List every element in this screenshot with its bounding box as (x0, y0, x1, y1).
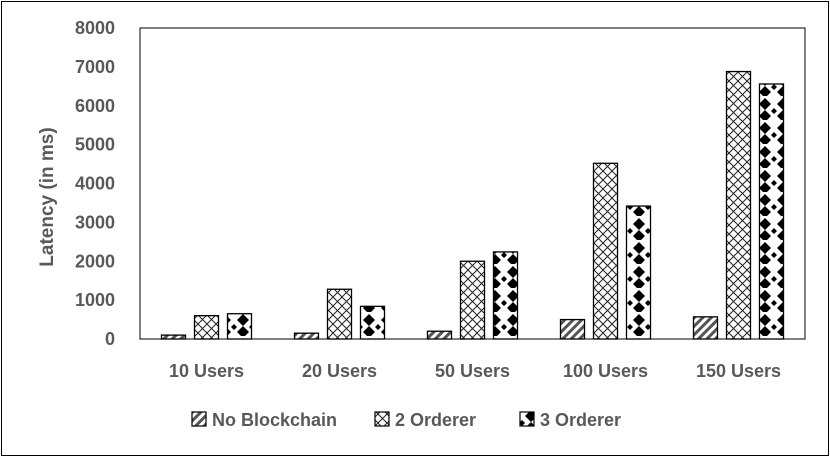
y-tick-label: 5000 (75, 135, 115, 155)
legend-swatch (374, 411, 390, 427)
bar-2-orderer (193, 315, 220, 340)
y-tick-label: 6000 (75, 96, 115, 116)
y-tick-label: 8000 (75, 18, 115, 38)
plot-area (139, 27, 806, 340)
legend: No Blockchain 2 Orderer 3 Orderer (191, 410, 621, 430)
x-tick-label: 100 Users (563, 361, 648, 381)
bar-no-blockchain (559, 318, 586, 340)
bar-2-orderer (326, 288, 353, 340)
bar-2-orderer (459, 260, 486, 340)
y-tick-label: 4000 (75, 174, 115, 194)
bar-3-orderer (359, 305, 386, 340)
legend-label: 2 Orderer (395, 410, 476, 430)
bar-2-orderer (725, 70, 752, 340)
legend-swatch (191, 411, 207, 427)
x-tick-label: 10 Users (169, 361, 244, 381)
y-tick-label: 2000 (75, 251, 115, 271)
legend-swatch (519, 411, 535, 427)
y-tick-label: 7000 (75, 57, 115, 77)
x-tick-label: 50 Users (435, 361, 510, 381)
bar-no-blockchain (293, 332, 320, 340)
x-tick-label: 150 Users (696, 361, 781, 381)
x-axis: 10 Users 20 Users 50 Users 100 Users 150 Use… (169, 361, 781, 381)
legend-label: 3 Orderer (540, 410, 621, 430)
bar-3-orderer (226, 313, 253, 340)
legend-label: No Blockchain (212, 410, 337, 430)
bar-no-blockchain (160, 334, 187, 340)
x-tick-label: 20 Users (302, 361, 377, 381)
bar-no-blockchain (426, 330, 453, 340)
y-axis: 0 1000 2000 3000 4000 5000 6000 7000 8000 (75, 18, 115, 349)
y-tick-label: 1000 (75, 290, 115, 310)
y-tick-label: 3000 (75, 212, 115, 232)
y-tick-label: 0 (105, 329, 115, 349)
bar-no-blockchain (692, 316, 719, 340)
bar-3-orderer (492, 251, 519, 340)
bar-3-orderer (758, 83, 785, 340)
bar-3-orderer (625, 205, 652, 340)
bar-2-orderer (592, 162, 619, 340)
y-axis-title: Latency (in ms) (37, 127, 58, 266)
